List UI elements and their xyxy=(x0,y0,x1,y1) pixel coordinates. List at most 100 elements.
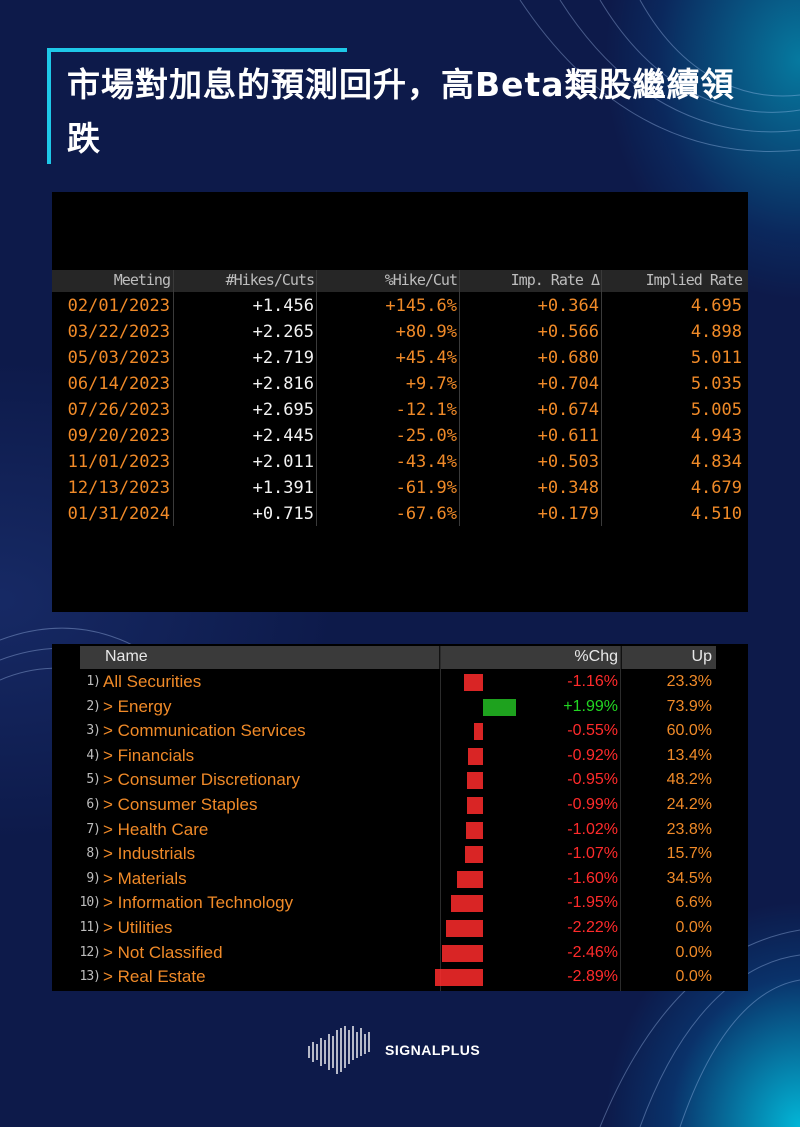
percent-up: 0.0% xyxy=(675,968,712,986)
cell-implied: 5.011 xyxy=(690,348,742,368)
sector-name: > Health Care xyxy=(103,819,209,839)
cell-hikes: +2.816 xyxy=(252,374,314,394)
rates-table-panel: Meeting #Hikes/Cuts %Hike/Cut Imp. Rate … xyxy=(52,192,748,612)
sector-name: > Consumer Staples xyxy=(103,795,258,814)
column-divider xyxy=(459,270,460,526)
sector-name: > Not Classified xyxy=(103,942,223,962)
row-number: 10) xyxy=(79,895,101,911)
cell-implied: 4.695 xyxy=(690,296,742,316)
cell-pct: +145.6% xyxy=(385,296,457,316)
list-item[interactable]: 4) > Financials -0.92% 13.4% xyxy=(52,745,748,770)
cell-rate-delta: +0.566 xyxy=(537,322,599,342)
row-number: 2) xyxy=(86,698,101,714)
column-divider xyxy=(316,270,317,526)
waveform-icon xyxy=(308,1026,370,1074)
cell-meeting: 12/13/2023 xyxy=(67,478,170,498)
change-bar xyxy=(467,747,483,765)
column-divider xyxy=(440,646,441,991)
cell-pct: +9.7% xyxy=(405,374,457,394)
percent-change: -1.07% xyxy=(567,845,618,863)
list-item[interactable]: 3) > Communication Services -0.55% 60.0% xyxy=(52,720,748,745)
change-bar xyxy=(465,846,483,864)
change-bar xyxy=(435,969,483,987)
cell-implied: 5.005 xyxy=(690,400,742,420)
list-item[interactable]: 5) > Consumer Discretionary -0.95% 48.2% xyxy=(52,769,748,794)
cell-hikes: +0.715 xyxy=(252,504,314,524)
cell-hikes: +2.719 xyxy=(252,348,314,368)
percent-up: 0.0% xyxy=(675,943,712,961)
change-bar xyxy=(450,895,483,913)
change-bar xyxy=(466,821,483,839)
row-number: 5) xyxy=(86,772,101,788)
header-implied: Implied Rate xyxy=(645,271,743,289)
title-accent-bar xyxy=(47,48,51,164)
row-number: 8) xyxy=(86,846,101,862)
header-pct: %Hike/Cut xyxy=(384,271,458,289)
cell-pct: -61.9% xyxy=(395,478,457,498)
cell-hikes: +1.391 xyxy=(252,478,314,498)
sector-name: > Consumer Discretionary xyxy=(103,770,300,790)
header-meeting: Meeting xyxy=(113,271,171,289)
cell-rate-delta: +0.674 xyxy=(537,400,599,420)
change-bar xyxy=(456,870,483,888)
percent-up: 73.9% xyxy=(666,697,712,715)
column-divider xyxy=(601,270,602,526)
list-item[interactable]: 11) > Utilities -2.22% 0.0% xyxy=(52,917,748,942)
cell-meeting: 02/01/2023 xyxy=(67,296,170,316)
header-divider xyxy=(620,646,622,669)
percent-up: 34.5% xyxy=(666,869,712,887)
sector-name: > Information Technology xyxy=(103,893,294,913)
list-item[interactable]: 10) > Information Technology -1.95% 6.6% xyxy=(52,892,748,917)
cell-rate-delta: +0.611 xyxy=(537,426,599,446)
change-bar xyxy=(483,698,516,716)
table-row: 05/03/2023 +2.719 +45.4% +0.680 5.011 xyxy=(52,346,748,372)
cell-hikes: +2.695 xyxy=(252,400,314,420)
table-row: 03/22/2023 +2.265 +80.9% +0.566 4.898 xyxy=(52,320,748,346)
table-row: 06/14/2023 +2.816 +9.7% +0.704 5.035 xyxy=(52,372,748,398)
sector-name: > Industrials xyxy=(103,844,196,864)
list-item[interactable]: 13) > Real Estate -2.89% 0.0% xyxy=(52,966,748,991)
percent-change: -0.92% xyxy=(567,746,618,764)
cell-pct: -25.0% xyxy=(395,426,457,446)
sector-table-header: Name %Chg Up xyxy=(80,646,716,669)
percent-up: 60.0% xyxy=(666,722,712,740)
cell-hikes: +2.011 xyxy=(252,452,314,472)
list-item[interactable]: 2) > Energy +1.99% 73.9% xyxy=(52,696,748,721)
header-chg: %Chg xyxy=(574,648,618,665)
cell-rate-delta: +0.704 xyxy=(537,374,599,394)
cell-implied: 4.679 xyxy=(690,478,742,498)
cell-meeting: 01/31/2024 xyxy=(67,504,170,524)
percent-up: 6.6% xyxy=(675,894,712,912)
cell-meeting: 07/26/2023 xyxy=(67,400,170,420)
sector-name: > Communication Services xyxy=(103,721,306,741)
cell-meeting: 09/20/2023 xyxy=(67,426,170,446)
list-item[interactable]: 12) > Not Classified -2.46% 0.0% xyxy=(52,942,748,967)
table-row: 09/20/2023 +2.445 -25.0% +0.611 4.943 xyxy=(52,424,748,450)
percent-change: -2.89% xyxy=(567,968,618,986)
title-accent-line xyxy=(47,48,347,52)
row-number: 12) xyxy=(79,944,101,960)
percent-change: -0.55% xyxy=(567,722,618,740)
cell-implied: 4.510 xyxy=(690,504,742,524)
list-item[interactable]: 6) > Consumer Staples -0.99% 24.2% xyxy=(52,794,748,819)
cell-hikes: +1.456 xyxy=(252,296,314,316)
cell-rate-delta: +0.179 xyxy=(537,504,599,524)
cell-pct: -67.6% xyxy=(395,504,457,524)
column-divider xyxy=(620,646,621,991)
list-item[interactable]: 8) > Industrials -1.07% 15.7% xyxy=(52,843,748,868)
signalplus-logo: SIGNALPLUS xyxy=(307,1022,507,1078)
change-bar xyxy=(442,944,483,962)
list-item[interactable]: 1) All Securities -1.16% 23.3% xyxy=(52,671,748,696)
cell-meeting: 03/22/2023 xyxy=(67,322,170,342)
cell-pct: -12.1% xyxy=(395,400,457,420)
percent-up: 24.2% xyxy=(666,796,712,813)
percent-up: 23.3% xyxy=(666,673,712,690)
header-hikes: #Hikes/Cuts xyxy=(225,271,315,289)
percent-change: +1.99% xyxy=(563,697,618,715)
change-bar xyxy=(473,723,483,741)
row-number: 9) xyxy=(86,870,101,886)
list-item[interactable]: 7) > Health Care -1.02% 23.8% xyxy=(52,819,748,844)
cell-pct: +45.4% xyxy=(395,348,457,368)
list-item[interactable]: 9) > Materials -1.60% 34.5% xyxy=(52,868,748,893)
cell-pct: -43.4% xyxy=(395,452,457,472)
